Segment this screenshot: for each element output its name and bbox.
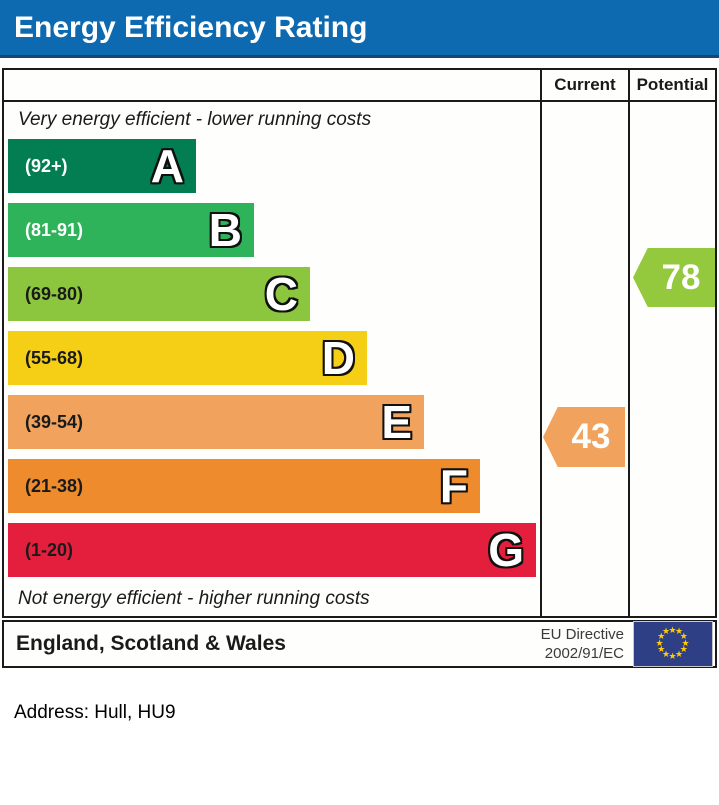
region-label: England, Scotland & Wales: [16, 632, 286, 655]
band-letter: F: [439, 460, 468, 512]
band-row-g: (1-20) G: [8, 523, 536, 577]
band-letter: E: [381, 396, 412, 448]
scale-header-cell: [4, 70, 540, 102]
band-letter: D: [321, 332, 355, 384]
title-bar: Energy Efficiency Rating: [0, 0, 719, 58]
current-column-header: Current: [542, 70, 628, 102]
band-range-label: (21-38): [25, 475, 84, 496]
band-row-b: (81-91) B: [8, 203, 254, 257]
band-range-label: (1-20): [25, 539, 74, 560]
band-range-label: (92+): [25, 155, 68, 176]
band-row-c: (69-80) C: [8, 267, 310, 321]
eu-flag-icon: ★ ★ ★ ★ ★ ★ ★ ★ ★ ★ ★ ★: [633, 621, 713, 667]
potential-rating-arrow: 78: [633, 248, 715, 307]
bottom-note: Not energy efficient - higher running co…: [18, 588, 370, 609]
address-line: Address: Hull, HU9: [14, 702, 176, 723]
band-letter: A: [150, 140, 184, 192]
potential-rating-value: 78: [661, 257, 701, 297]
footer-bar: England, Scotland & Wales EU Directive 2…: [2, 620, 717, 668]
band-range-label: (55-68): [25, 347, 84, 368]
current-rating-arrow: 43: [543, 407, 625, 467]
rating-scale-column: Very energy efficient - lower running co…: [4, 70, 540, 616]
top-note: Very energy efficient - lower running co…: [18, 109, 372, 130]
potential-column: Potential 78: [628, 70, 715, 616]
band-letter: G: [488, 524, 524, 576]
band-range-label: (69-80): [25, 283, 84, 304]
band-letter: B: [208, 204, 242, 256]
band-row-f: (21-38) F: [8, 459, 480, 513]
band-row-a: (92+) A: [8, 139, 196, 193]
current-column: Current 43: [540, 70, 628, 616]
band-letter: C: [264, 268, 298, 320]
band-row-d: (55-68) D: [8, 331, 367, 385]
potential-column-header: Potential: [630, 70, 715, 102]
eu-directive-text: EU Directive 2002/91/EC: [540, 626, 624, 662]
current-rating-value: 43: [571, 417, 611, 456]
band-row-e: (39-54) E: [8, 395, 424, 449]
band-range-label: (39-54): [25, 411, 84, 432]
energy-rating-table: Very energy efficient - lower running co…: [2, 68, 717, 618]
page-title: Energy Efficiency Rating: [14, 10, 368, 44]
band-range-label: (81-91): [25, 219, 84, 240]
